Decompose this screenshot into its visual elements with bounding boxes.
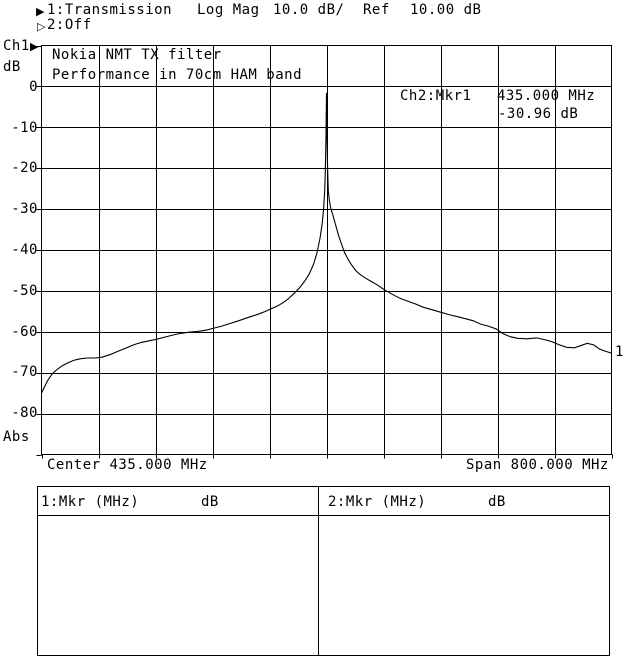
trace1-label: 1:Transmission	[47, 2, 173, 18]
marker-table: 1:Mkr (MHz) dB 2:Mkr (MHz) dB	[37, 486, 610, 656]
y-tick--80dB: -80	[11, 405, 38, 421]
ref-position-icon: ▶	[30, 40, 39, 53]
plot-title-line1: Nokia NMT TX filter	[52, 47, 222, 63]
marker-table-header-rule	[38, 515, 609, 516]
axis-unit-label: dB	[3, 59, 21, 75]
y-tick--20dB: -20	[11, 160, 38, 176]
trace2-inactive-icon: ▷	[37, 20, 46, 33]
marker-frequency-value: 435.000 MHz	[497, 88, 596, 104]
marker-table-col2-unit: dB	[488, 494, 506, 510]
trace-1:Transmission	[41, 92, 612, 394]
abs-scale-label: Abs	[3, 429, 30, 445]
trace1-active-icon: ▶	[36, 5, 45, 18]
channel-label: Ch1	[3, 38, 30, 54]
y-tick--60dB: -60	[11, 324, 38, 340]
plot-title-line2: Performance in 70cm HAM band	[52, 67, 303, 83]
y-tick-0dB: 0	[29, 79, 38, 95]
span-frequency-label: Span 800.000 MHz	[466, 457, 609, 473]
trace2-label: 2:Off	[47, 17, 92, 33]
format-label: Log Mag	[197, 2, 260, 18]
marker-table-column-divider	[318, 487, 319, 655]
marker-level-value: -30.96 dB	[498, 106, 579, 122]
marker-table-col2-header: 2:Mkr (MHz)	[328, 494, 427, 510]
y-tick--40dB: -40	[11, 242, 38, 258]
trace-end-number: 1	[615, 344, 624, 360]
marker-table-col1-header: 1:Mkr (MHz)	[41, 494, 140, 510]
y-tick--70dB: -70	[11, 364, 38, 380]
marker-table-col1-unit: dB	[201, 494, 219, 510]
ref-label: Ref	[363, 2, 390, 18]
y-tick--50dB: -50	[11, 283, 38, 299]
scale-per-div: 10.0 dB/	[273, 2, 345, 18]
center-frequency-label: Center 435.000 MHz	[47, 457, 208, 473]
ref-value: 10.00 dB	[410, 2, 482, 18]
y-tick--30dB: -30	[11, 201, 38, 217]
marker-channel-label: Ch2:Mkr1	[400, 88, 472, 104]
y-tick--10dB: -10	[11, 120, 38, 136]
